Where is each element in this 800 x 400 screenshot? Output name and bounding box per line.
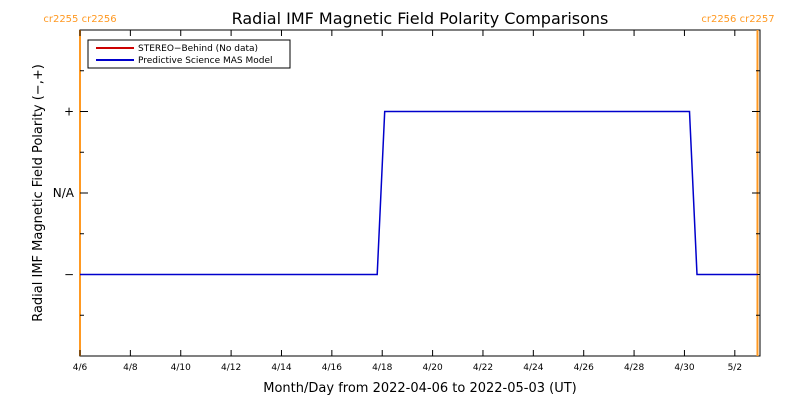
rotation-label: cr2256 cr2257 [701, 14, 774, 25]
legend-label-stereo: STEREO−Behind (No data) [138, 44, 258, 54]
plot-frame [79, 29, 761, 357]
legend-box [87, 39, 291, 69]
x-tick-label: 4/16 [322, 363, 342, 373]
x-tick-label: 4/26 [574, 363, 594, 373]
x-tick-label: 5/2 [728, 363, 742, 373]
y-tick-label: − [64, 268, 74, 282]
x-tick-label: 4/20 [422, 363, 442, 373]
x-tick-label: 4/6 [73, 363, 88, 373]
series-line [80, 110, 758, 276]
x-tick-label: 4/24 [523, 363, 543, 373]
legend: STEREO−Behind (No data) Predictive Scien… [87, 39, 291, 69]
rotation-label: cr2255 cr2256 [43, 14, 116, 25]
y-tick-label: N/A [53, 186, 75, 200]
x-tick-label: 4/30 [674, 363, 694, 373]
y-axis: + N/A − [53, 70, 760, 316]
x-tick-label: 4/14 [271, 363, 291, 373]
series-layer [80, 110, 758, 276]
x-tick-label: 4/8 [123, 363, 138, 373]
x-tick-label: 4/10 [171, 363, 191, 373]
y-axis-label: Radial IMF Magnetic Field Polarity (−,+) [31, 64, 46, 322]
legend-label-mas: Predictive Science MAS Model [138, 56, 273, 66]
x-axis: 4/6 4/8 4/10 4/12 4/14 4/16 4/18 4/20 4/22 4/24 4/… [73, 30, 742, 373]
y-tick-label: + [64, 105, 74, 119]
x-tick-label: 4/18 [372, 363, 392, 373]
x-tick-label: 4/12 [221, 363, 241, 373]
x-tick-label: 4/22 [473, 363, 493, 373]
x-axis-label: Month/Day from 2022-04-06 to 2022-05-03 … [263, 381, 576, 396]
chart-title: Radial IMF Magnetic Field Polarity Compa… [232, 9, 609, 28]
x-tick-label: 4/28 [624, 363, 644, 373]
